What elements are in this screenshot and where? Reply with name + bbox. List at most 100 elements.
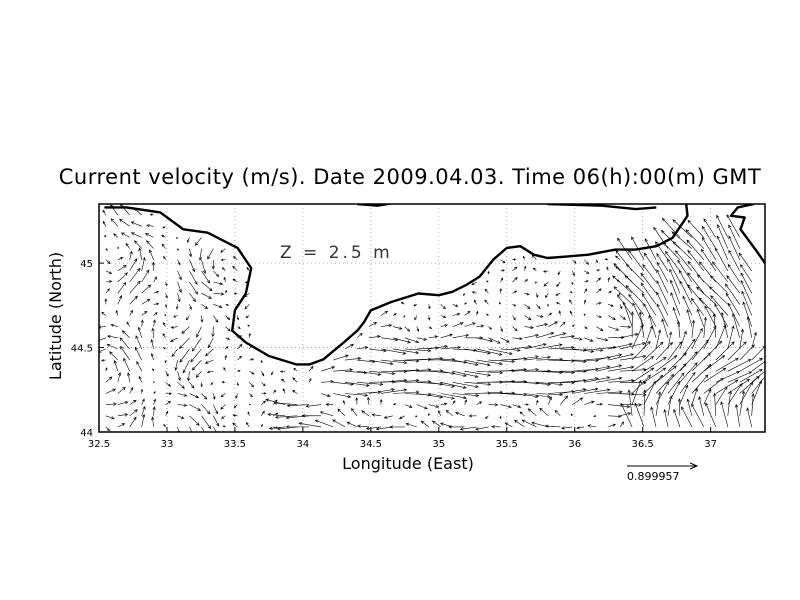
velocity-vector: [488, 337, 501, 344]
velocity-vector: [499, 315, 501, 319]
velocity-vector: [572, 259, 577, 264]
x-tick-label: 37: [704, 439, 717, 450]
velocity-vector: [279, 370, 286, 373]
velocity-vector: [535, 293, 539, 298]
velocity-vector: [191, 359, 202, 371]
velocity-vector: [512, 258, 517, 261]
velocity-vector: [643, 303, 657, 327]
velocity-vector: [548, 312, 553, 316]
velocity-vector: [560, 359, 588, 364]
velocity-vector: [608, 423, 617, 428]
velocity-vector: [298, 422, 322, 428]
velocity-vector: [726, 275, 740, 294]
velocity-vector: [117, 413, 129, 417]
velocity-vector: [368, 380, 396, 384]
velocity-vector: [102, 220, 107, 227]
velocity-vector: [751, 380, 762, 405]
velocity-vector: [584, 326, 588, 329]
velocity-vector: [572, 377, 599, 383]
velocity-vector: [141, 413, 146, 427]
velocity-vector: [655, 381, 669, 405]
velocity-vector: [136, 360, 142, 372]
velocity-vector: [248, 332, 251, 338]
velocity-vector: [548, 381, 575, 385]
x-axis-label: Longitude (East): [342, 454, 474, 473]
velocity-vector: [135, 335, 142, 350]
velocity-vector: [220, 258, 226, 262]
velocity-vector: [356, 424, 369, 428]
velocity-vector: [361, 410, 370, 417]
velocity-vector: [476, 348, 503, 356]
x-axis-ticks: 32.5 33 33.5 34 34.5 35 35.5 36 36.5 37: [88, 427, 717, 450]
velocity-vector: [236, 382, 239, 387]
velocity-vector: [204, 348, 214, 357]
velocity-vector: [225, 303, 230, 306]
velocity-vector: [584, 337, 594, 342]
velocity-vector: [165, 281, 168, 287]
velocity-vector: [606, 266, 609, 271]
velocity-vector: [163, 255, 166, 260]
velocity-vector: [464, 302, 467, 305]
velocity-vector: [727, 263, 740, 283]
velocity-vector: [213, 404, 218, 415]
velocity-vector: [713, 392, 717, 416]
velocity-vector: [189, 259, 196, 273]
coastline-crimea: [104, 204, 689, 366]
velocity-vector: [524, 315, 532, 320]
velocity-vector: [687, 219, 705, 238]
velocity-vector: [247, 411, 250, 416]
velocity-vector: [643, 367, 667, 383]
velocity-vector: [631, 356, 655, 372]
velocity-vector: [161, 243, 166, 249]
velocity-vector: [548, 345, 575, 350]
velocity-vector: [129, 309, 133, 316]
velocity-vector: [583, 288, 588, 294]
velocity-vector: [211, 326, 215, 338]
velocity-vector: [572, 397, 584, 405]
velocity-vector: [679, 280, 693, 305]
velocity-vector: [584, 356, 611, 361]
velocity-vector: [379, 399, 383, 405]
velocity-vector: [120, 232, 130, 238]
plot-frame: [98, 203, 766, 433]
velocity-vector: [235, 393, 238, 399]
velocity-vector: [710, 275, 729, 294]
velocity-vector: [656, 291, 669, 316]
velocity-vector: [440, 393, 467, 400]
velocity-vector: [715, 371, 741, 383]
velocity-vector: [276, 426, 298, 431]
velocity-vector: [662, 242, 681, 260]
velocity-vector: [427, 412, 430, 416]
velocity-vector: [751, 361, 765, 372]
velocity-vector: [576, 426, 585, 430]
velocity-vector: [596, 390, 623, 394]
velocity-vector: [356, 346, 369, 350]
velocity-vector: [464, 399, 467, 405]
velocity-vector: [152, 319, 156, 327]
velocity-vector: [612, 275, 633, 294]
velocity-vector: [213, 292, 225, 296]
velocity-vector: [715, 357, 739, 372]
velocity-vector: [162, 226, 166, 229]
x-tick-label: 32.5: [88, 439, 110, 450]
velocity-vector: [225, 337, 231, 340]
velocity-vector: [261, 382, 266, 387]
velocity-vector: [179, 337, 190, 350]
velocity-vector: [305, 404, 322, 408]
velocity-vector: [389, 425, 405, 429]
velocity-vector: [189, 293, 196, 303]
velocity-vector: [344, 393, 369, 397]
velocity-vector: [728, 249, 740, 272]
velocity-vector: [703, 325, 717, 350]
velocity-vector: [524, 279, 529, 283]
velocity-vector: [488, 359, 516, 364]
velocity-vector: [120, 345, 130, 361]
velocity-vector: [201, 304, 209, 310]
velocity-vector: [440, 304, 446, 310]
y-axis-label: Latitude (North): [46, 252, 65, 380]
velocity-vector: [445, 409, 453, 417]
velocity-vector: [464, 382, 492, 386]
velocity-vector: [739, 328, 744, 349]
velocity-vector: [356, 370, 382, 376]
velocity-vector: [595, 288, 602, 294]
